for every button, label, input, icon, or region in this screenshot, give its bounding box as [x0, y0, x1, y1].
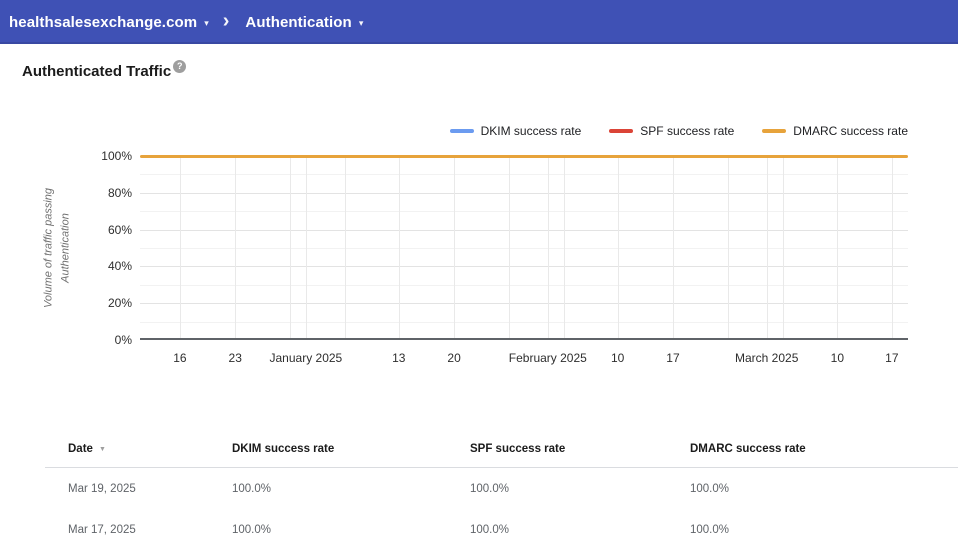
- horizontal-gridline: [140, 266, 908, 268]
- vertical-gridline: [672, 156, 674, 338]
- table-cell: 100.0%: [470, 523, 510, 536]
- x-tick-label: February 2025: [508, 351, 587, 365]
- table-body: Mar 19, 2025 100.0% 100.0% 100.0% Mar 17, 20…: [45, 468, 958, 548]
- column-header: DMARC success rate: [690, 443, 806, 455]
- section-selector[interactable]: Authentication ▾: [245, 14, 363, 31]
- vertical-gridline: [509, 156, 511, 338]
- legend-label: DKIM success rate: [480, 124, 582, 138]
- table-cell: 100.0%: [690, 523, 730, 536]
- column-header-date[interactable]: Date ▼: [68, 443, 106, 455]
- vertical-gridline: [398, 156, 400, 338]
- horizontal-gridline: [140, 192, 908, 194]
- vertical-gridline: [563, 156, 565, 338]
- legend-item: SPF success rate: [609, 124, 734, 138]
- top-bar: healthsalesexchange.com ▾ › Authenticati…: [0, 0, 958, 44]
- vertical-gridline: [454, 156, 456, 338]
- table-cell: 100.0%: [232, 523, 272, 536]
- vertical-gridline: [782, 156, 784, 338]
- legend-item: DMARC success rate: [762, 124, 908, 138]
- column-header: SPF success rate: [470, 443, 566, 455]
- legend-label: SPF success rate: [640, 124, 735, 138]
- horizontal-gridline: [140, 211, 908, 213]
- help-icon[interactable]: ?: [173, 60, 187, 73]
- legend-line-swatch: [762, 129, 787, 133]
- y-tick-label: 40%: [107, 259, 132, 274]
- vertical-gridline: [289, 156, 291, 338]
- y-tick-label: 20%: [107, 296, 132, 311]
- chevron-down-icon: ▾: [358, 17, 364, 28]
- vertical-gridline: [235, 156, 237, 338]
- x-tick-label: 23: [228, 351, 242, 365]
- horizontal-gridline: [140, 174, 908, 176]
- horizontal-gridline: [140, 248, 908, 249]
- horizontal-gridline: [140, 303, 908, 305]
- section-selector-label: Authentication: [245, 13, 352, 31]
- domain-selector-label: healthsalesexchange.com: [9, 13, 198, 31]
- horizontal-gridline: [140, 321, 908, 323]
- series-line-100pct: [140, 155, 908, 158]
- vertical-gridline: [891, 156, 893, 338]
- horizontal-gridline: [140, 284, 908, 286]
- x-tick-label: 20: [447, 351, 461, 365]
- horizontal-gridline: [140, 229, 908, 231]
- legend-label: DMARC success rate: [793, 124, 908, 138]
- chevron-down-icon: ▾: [204, 17, 209, 28]
- table-cell: Mar 17, 2025: [68, 523, 136, 536]
- table-cell: Mar 19, 2025: [68, 482, 136, 495]
- page-title: Authenticated Traffic: [22, 63, 172, 80]
- vertical-gridline: [547, 156, 549, 338]
- table-cell: 100.0%: [232, 482, 272, 495]
- plot-area: [140, 155, 908, 340]
- vertical-gridline: [345, 156, 347, 338]
- column-header: DKIM success rate: [232, 443, 335, 455]
- vertical-gridline: [766, 156, 768, 338]
- x-tick-label: 10: [611, 351, 625, 365]
- table-row: Mar 17, 2025 100.0% 100.0% 100.0%: [45, 509, 958, 548]
- legend-item: DKIM success rate: [449, 124, 582, 138]
- vertical-gridline: [179, 156, 181, 338]
- table-row: Mar 19, 2025 100.0% 100.0% 100.0%: [45, 468, 958, 509]
- x-tick-label: January 2025: [269, 351, 343, 365]
- domain-selector[interactable]: healthsalesexchange.com ▾: [9, 14, 209, 31]
- x-tick-label: 16: [173, 351, 187, 365]
- x-tick-label: March 2025: [735, 351, 799, 365]
- vertical-gridline: [617, 156, 619, 338]
- y-tick-label: 80%: [107, 185, 132, 200]
- vertical-gridline: [728, 156, 730, 338]
- y-tick-label: 100%: [101, 149, 132, 163]
- legend-line-swatch: [609, 129, 634, 133]
- x-tick-label: 17: [885, 351, 899, 365]
- chart-legend: DKIM success rate SPF success rate DMARC s…: [449, 124, 908, 138]
- y-axis-ticks: 100% 80% 60% 40% 20% 0%: [58, 148, 132, 348]
- breadcrumb-chevron-icon: ›: [222, 9, 230, 32]
- authenticated-traffic-chart: DKIM success rate SPF success rate DMARC s…: [0, 110, 958, 410]
- page-title-row: Authenticated Traffic ?: [22, 60, 187, 80]
- table-cell: 100.0%: [690, 482, 730, 495]
- y-tick-label: 60%: [107, 222, 132, 237]
- table-cell: 100.0%: [470, 482, 510, 495]
- vertical-gridline: [305, 156, 307, 338]
- legend-line-swatch: [449, 129, 474, 133]
- x-tick-label: 13: [392, 351, 406, 365]
- vertical-gridline: [837, 156, 839, 338]
- y-tick-label: 0%: [114, 332, 132, 347]
- sort-descending-icon: ▼: [98, 446, 106, 453]
- table-header-row: Date ▼ DKIM success rate SPF success rate DM…: [45, 430, 958, 468]
- x-tick-label: 17: [666, 351, 680, 365]
- x-tick-label: 10: [830, 351, 845, 365]
- authentication-table: Date ▼ DKIM success rate SPF success rate DM…: [45, 430, 958, 548]
